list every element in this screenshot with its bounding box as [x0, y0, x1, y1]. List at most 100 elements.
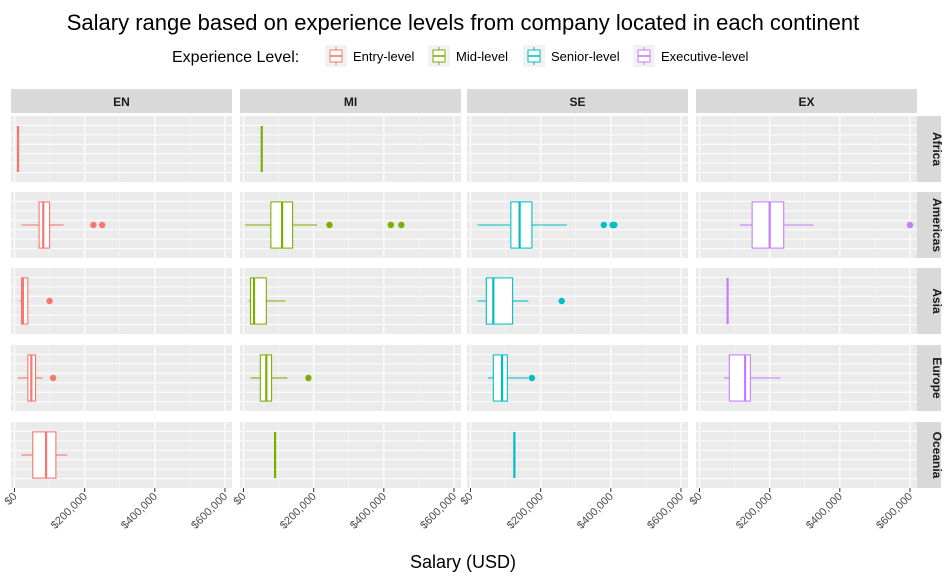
facet-row-strip-oceania [917, 422, 941, 488]
x-tick-label: $600,000 [189, 491, 230, 532]
boxplot-en-americas [21, 201, 106, 249]
panel-background [11, 345, 232, 411]
x-tick-label: $400,000 [348, 491, 389, 532]
legend-label: Executive-level [661, 49, 749, 64]
legend-entry-entry-level: Entry-level [325, 45, 415, 67]
box-iqr [485, 277, 514, 325]
legend-entry-mid-level: Mid-level [428, 45, 508, 67]
outlier-point [906, 221, 914, 229]
outlier-point [305, 374, 312, 382]
facet-panel-ex-americas [696, 192, 917, 258]
x-tick-label: $600,000 [874, 491, 915, 532]
boxplot-se-asia [477, 277, 565, 325]
legend-label: Mid-level [456, 49, 508, 64]
facet-panel-mi-oceania [240, 422, 461, 488]
boxplot-ex-europe [724, 354, 781, 402]
facet-strip-label: MI [344, 95, 357, 109]
x-tick-label: $0 [458, 491, 475, 508]
box-iqr [492, 354, 508, 402]
facet-row-label: Europe [930, 357, 944, 399]
facet-strip-mi [240, 89, 461, 113]
outlier-point [387, 221, 395, 229]
box-iqr [32, 431, 57, 479]
facet-strip-label: EN [113, 95, 130, 109]
x-axis-ex: $0 $200,000 $400,000 $600,000 [687, 488, 915, 532]
facet-panel-se-africa [467, 116, 688, 182]
panel-background [696, 268, 917, 334]
facet-strip-ex [696, 89, 917, 113]
boxplot-ex-americas [739, 201, 914, 249]
box-iqr [20, 277, 29, 325]
boxplot-mi-asia [248, 277, 286, 325]
outlier-point [528, 374, 536, 382]
legend-label: Senior-level [551, 49, 620, 64]
box-iqr [751, 201, 785, 249]
x-axis-mi: $0 $200,000 $400,000 $600,000 [231, 488, 459, 532]
facet-strip-label: EX [798, 95, 814, 109]
x-tick-label: $600,000 [418, 491, 459, 532]
chart-title: Salary range based on experience levels … [67, 10, 859, 35]
outlier-point [326, 221, 333, 229]
x-tick-label: $400,000 [804, 491, 845, 532]
boxplot-se-americas [477, 201, 618, 249]
x-tick-label: $200,000 [278, 491, 319, 532]
facet-panels: EN MI SE EX Africa Americas Asia Europe Oceania $… [2, 89, 944, 532]
boxplot-en-asia [19, 277, 53, 325]
x-tick-label: $0 [687, 491, 704, 508]
facet-row-strip-europe [917, 345, 941, 411]
legend-entry-senior-level: Senior-level [523, 45, 620, 67]
x-axis-se: $0 $200,000 $400,000 $600,000 [458, 488, 686, 532]
boxplot-en-europe [18, 354, 57, 402]
panel-background [696, 422, 917, 488]
x-tick-label: $400,000 [575, 491, 616, 532]
facet-panel-mi-africa [240, 116, 461, 182]
outlier-point [46, 297, 53, 305]
panel-background [467, 116, 688, 182]
x-tick-label: $0 [2, 491, 19, 508]
outlier-point [90, 221, 97, 229]
panel-background [467, 422, 688, 488]
legend-entry-executive-level: Executive-level [633, 45, 749, 67]
x-tick-label: $600,000 [645, 491, 686, 532]
facet-panel-en-europe [11, 345, 232, 411]
x-tick-label: $0 [231, 491, 248, 508]
box-iqr [249, 277, 267, 325]
panel-background [240, 116, 461, 182]
boxplot-mi-europe [250, 354, 312, 402]
x-axis-label: Salary (USD) [410, 552, 516, 572]
facet-row-label: Asia [930, 288, 944, 314]
panel-background [11, 116, 232, 182]
x-tick-label: $400,000 [119, 491, 160, 532]
facet-row-label: Africa [930, 132, 944, 166]
x-tick-label: $200,000 [505, 491, 546, 532]
boxplot-se-europe [488, 354, 536, 402]
facet-row-label: Americas [930, 198, 944, 252]
x-tick-label: $200,000 [734, 491, 775, 532]
box-iqr [728, 354, 751, 402]
outlier-point [611, 221, 618, 229]
legend: Experience Level: Entry-level Mid-level Se… [172, 45, 749, 67]
facet-row-label: Oceania [930, 432, 944, 479]
legend-title: Experience Level: [172, 49, 299, 66]
facet-panel-ex-africa [696, 116, 917, 182]
outlier-point [99, 221, 106, 229]
boxplot-mi-americas [245, 201, 405, 249]
facet-strip-en [11, 89, 232, 113]
facet-strip-se [467, 89, 688, 113]
facet-panel-mi-asia [240, 268, 461, 334]
panel-background [240, 422, 461, 488]
x-tick-label: $200,000 [49, 491, 90, 532]
panel-background [696, 116, 917, 182]
legend-label: Entry-level [353, 49, 415, 64]
facet-panel-ex-oceania [696, 422, 917, 488]
box-iqr [510, 201, 533, 249]
outlier-point [600, 221, 608, 229]
outlier-point [49, 374, 57, 382]
facet-panel-en-asia [11, 268, 232, 334]
boxplot-en-oceania [21, 431, 68, 479]
facet-strip-label: SE [569, 95, 585, 109]
outlier-point [398, 221, 405, 229]
x-axis-en: $0 $200,000 $400,000 $600,000 [2, 488, 230, 532]
